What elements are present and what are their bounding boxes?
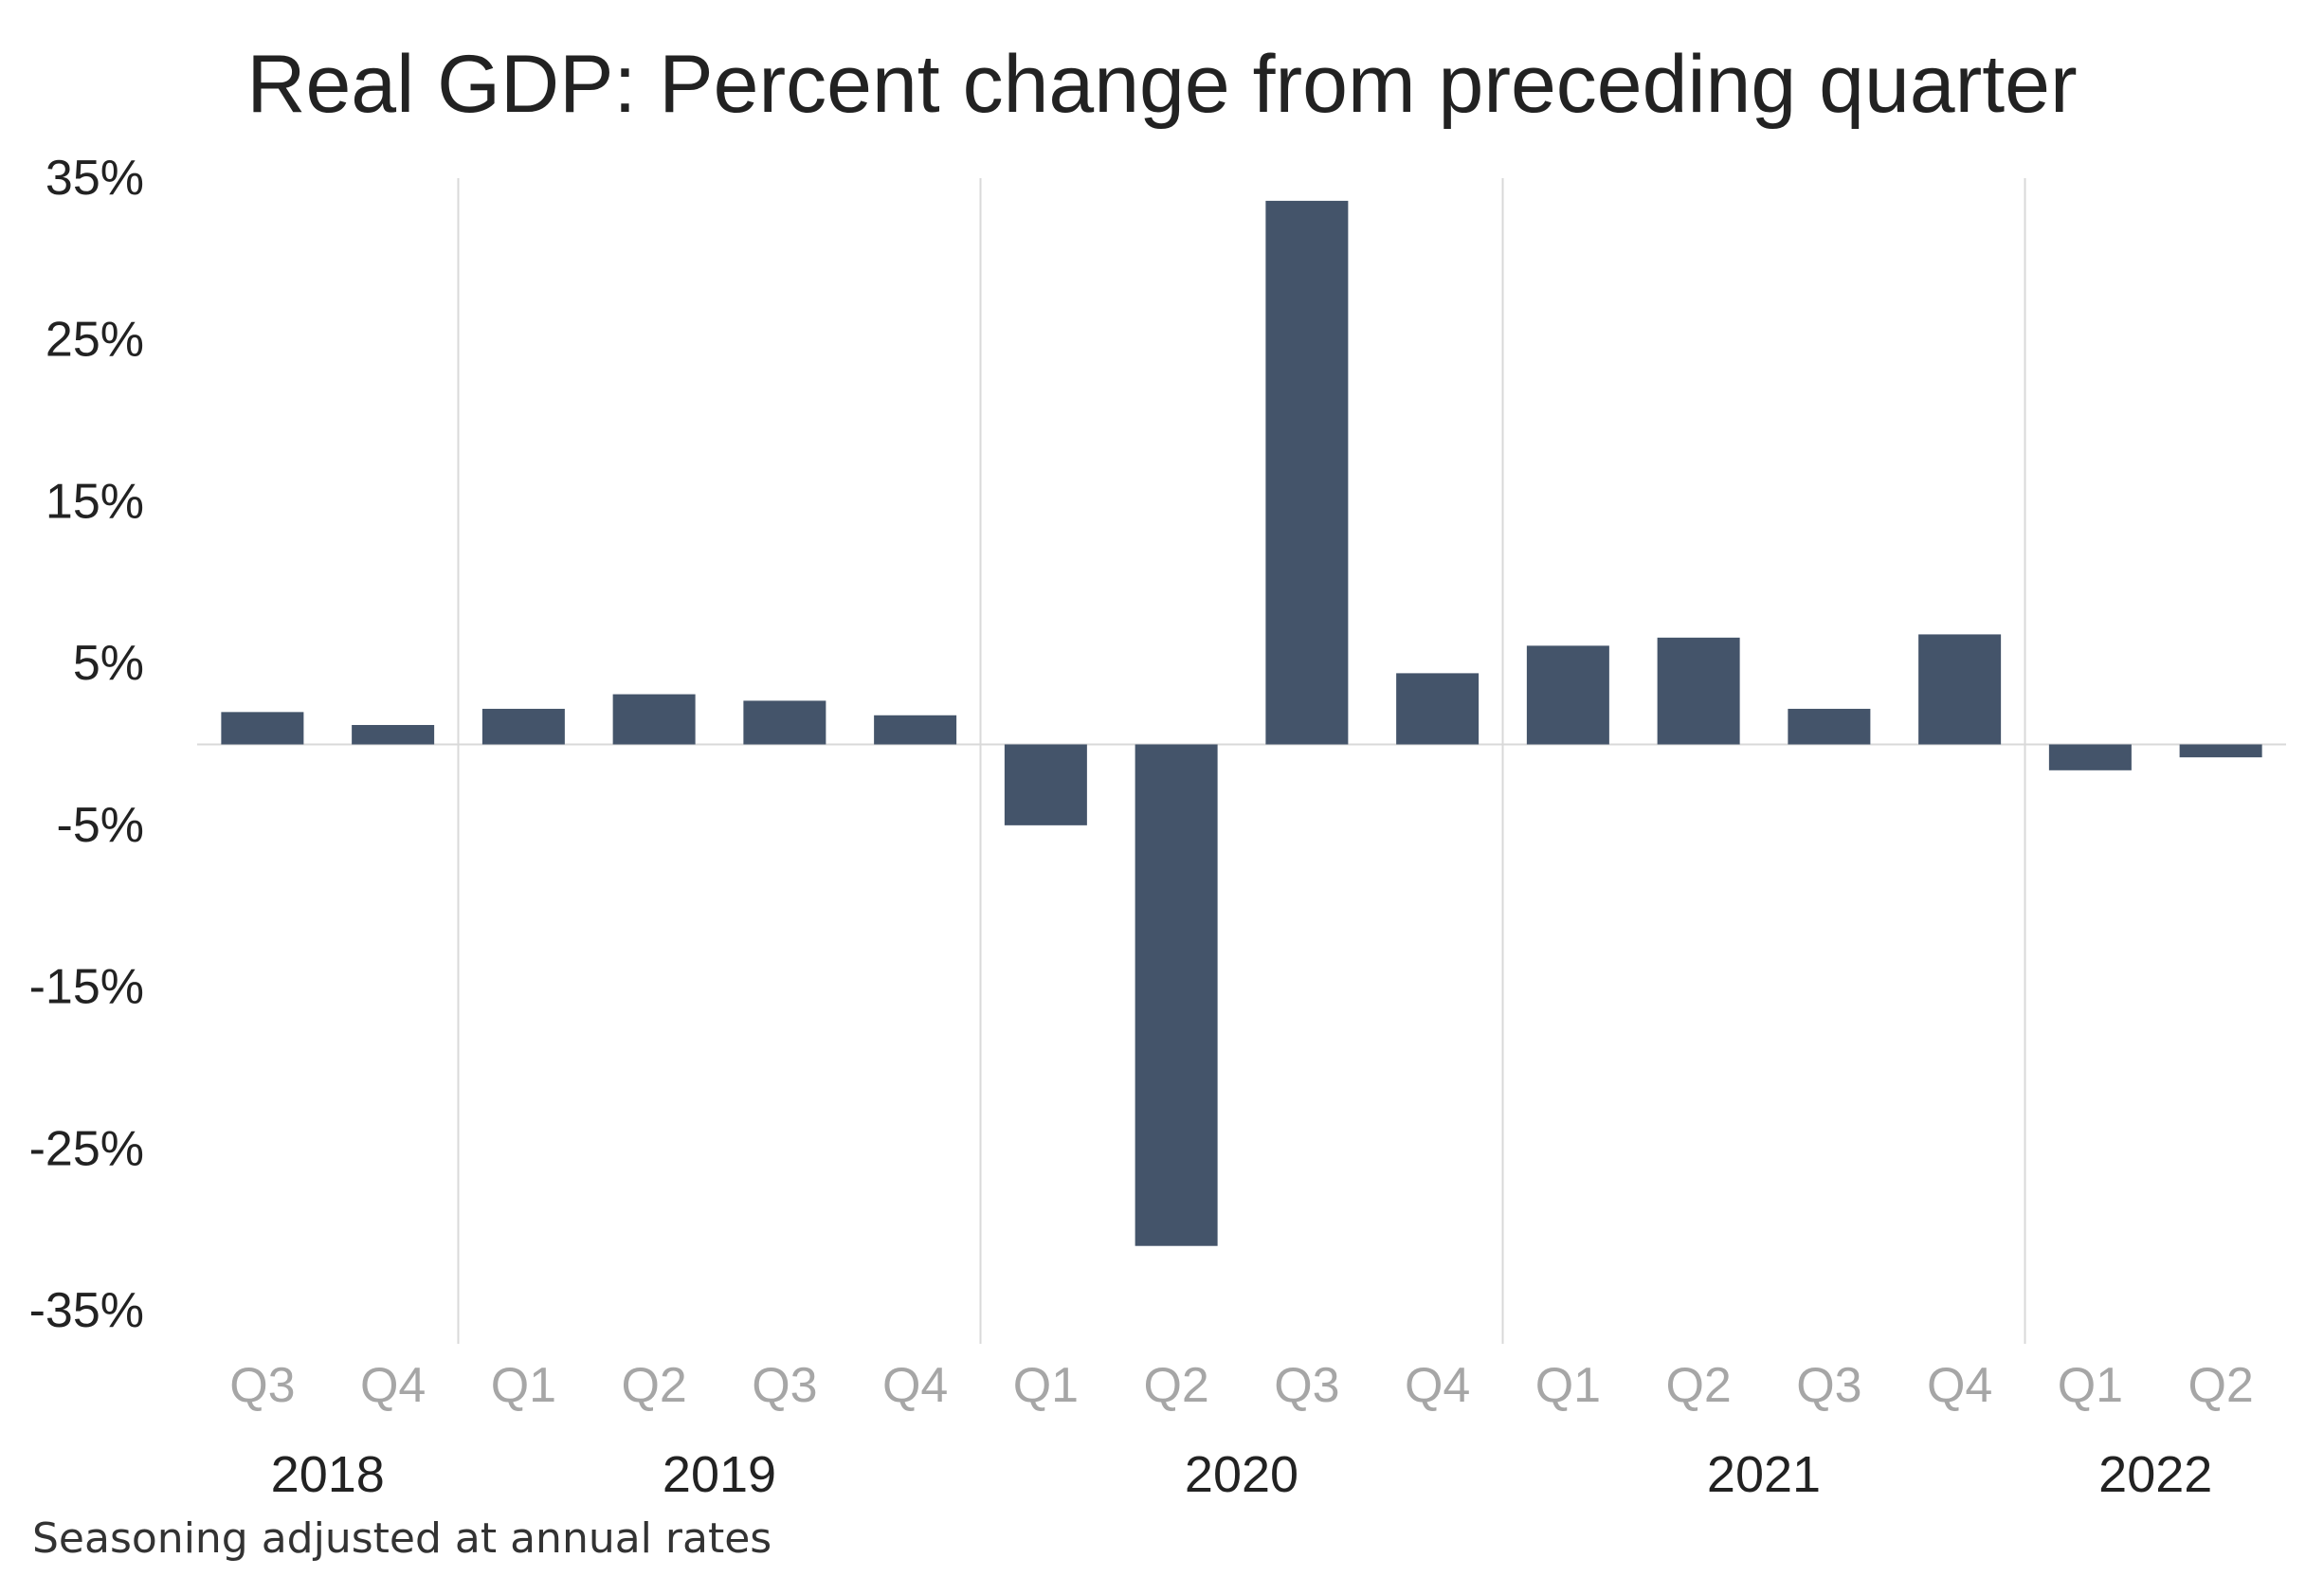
x-tick-label: Q3: [1796, 1358, 1861, 1413]
year-label: 2021: [1707, 1446, 1821, 1503]
bar: [1135, 744, 1218, 1246]
x-axis-year-labels: 2018 2019 2020 2021 2022: [271, 1446, 2213, 1503]
x-tick-label: Q1: [1013, 1358, 1079, 1413]
bar: [2179, 744, 2262, 758]
bar: [1526, 645, 1609, 745]
y-tick-label: 5%: [73, 636, 144, 691]
bar: [221, 712, 304, 745]
bar: [2048, 744, 2132, 770]
x-axis-quarter-labels: Q3 Q4 Q1 Q2 Q3 Q4 Q1 Q2 Q3 Q4 Q1 Q2 Q3 Q4 Q1 Q2: [229, 1358, 2254, 1413]
x-tick-label: Q3: [229, 1358, 295, 1413]
bar: [1918, 634, 2002, 745]
bar: [612, 694, 696, 745]
year-label: 2022: [2098, 1446, 2212, 1503]
y-tick-label: 35%: [45, 151, 144, 206]
x-tick-label: Q1: [1535, 1358, 1601, 1413]
y-tick-label: -35%: [29, 1283, 144, 1338]
chart-title: Real GDP: Percent change from preceding …: [246, 39, 2078, 130]
bar: [1396, 673, 1480, 745]
y-tick-label: -25%: [29, 1121, 144, 1176]
bar: [1265, 200, 1349, 745]
bar: [1788, 708, 1871, 745]
x-tick-label: Q1: [2058, 1358, 2123, 1413]
x-tick-label: Q4: [360, 1358, 426, 1413]
x-tick-label: Q3: [752, 1358, 817, 1413]
x-tick-label: Q4: [1927, 1358, 1992, 1413]
bar: [874, 715, 957, 745]
x-tick-label: Q3: [1274, 1358, 1339, 1413]
year-label: 2019: [663, 1446, 776, 1503]
year-label: 2018: [271, 1446, 385, 1503]
year-label: 2020: [1185, 1446, 1298, 1503]
y-tick-label: 25%: [45, 313, 144, 368]
x-tick-label: Q2: [1665, 1358, 1731, 1413]
x-tick-label: Q4: [1405, 1358, 1470, 1413]
x-tick-label: Q4: [882, 1358, 948, 1413]
bar: [1657, 637, 1740, 745]
x-tick-label: Q2: [621, 1358, 686, 1413]
year-separators: [457, 178, 2026, 1344]
x-tick-label: Q2: [2188, 1358, 2253, 1413]
footnote: Seasoning adjusted at annual rates: [32, 1514, 772, 1563]
bar: [352, 725, 435, 745]
y-axis-ticks: 35% 25% 15% 5% -5% -15% -25% -35%: [29, 151, 144, 1338]
bar: [1004, 744, 1087, 825]
bar: [743, 700, 826, 745]
y-tick-label: -15%: [29, 960, 144, 1015]
bar: [481, 708, 565, 745]
y-tick-label: -5%: [57, 798, 144, 853]
x-tick-label: Q1: [491, 1358, 556, 1413]
bars: [221, 200, 2262, 1246]
y-tick-label: 15%: [45, 474, 144, 529]
x-tick-label: Q2: [1143, 1358, 1208, 1413]
